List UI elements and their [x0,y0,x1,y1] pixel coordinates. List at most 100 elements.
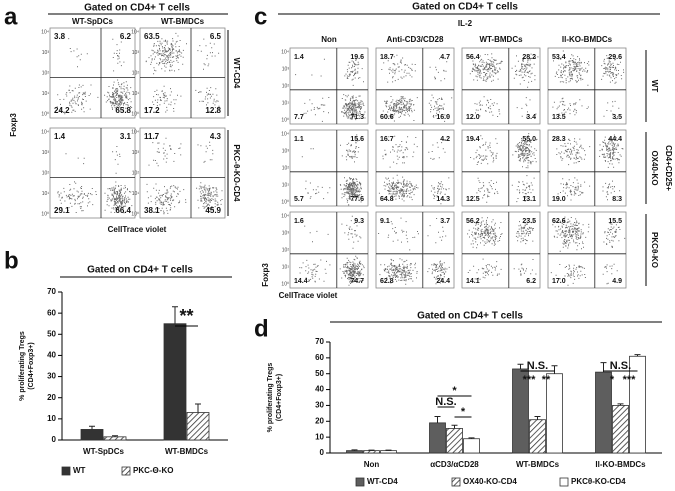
event-dots [57,146,133,214]
plot-frame [461,211,541,289]
quadrant-percent: 3.8 [54,32,66,41]
y-axis-label: (CD4+Foxp3+) [28,342,35,389]
plot-frame [289,211,369,289]
axis-tick-label: 10² [282,165,290,171]
x-axis-label: CellTrace violet [279,291,338,300]
quadrant-percent: 3.4 [526,114,536,121]
y-axis-label: Foxp3 [261,263,270,287]
row-label: OX40-KO [650,150,659,185]
axis-tick-label: 10³ [42,150,50,156]
y-tick-label: 30 [47,372,56,381]
axis-tick-label: 10¹ [42,191,50,197]
quadrant-percent: 15.5 [608,218,622,225]
column-label: WT-SpDCs [72,17,113,26]
bar [186,412,210,441]
quadrant-percent: 19.4 [466,136,480,143]
x-axis-label: CellTrace violet [108,225,167,234]
y-tick-label: 0 [52,435,57,444]
quadrant-percent: 6.2 [526,278,536,285]
quadrant-percent: 1.1 [294,136,304,143]
axis-tick-label: 10¹ [42,91,50,97]
legend-swatch [121,466,131,476]
quadrant-percent: 13.5 [552,114,566,121]
quadrant-percent: 14.4 [294,278,308,285]
quadrant-percent: 4.7 [440,54,450,61]
plot-frame [547,47,627,125]
axis-tick-label: 10⁴ [281,49,289,55]
quadrant-percent: 56.2 [466,218,480,225]
x-tick-label: Non [364,460,380,469]
bar [446,428,463,454]
event-dots [56,38,133,115]
quadrant-percent: 17.2 [144,106,160,115]
quadrant-percent: 4.3 [210,132,222,141]
panel-letter: a [4,3,18,30]
quadrant-percent: 28.3 [552,136,566,143]
quadrant-percent: 12.5 [466,196,480,203]
panel-subtitle: IL-2 [458,19,473,28]
x-tick-label: WT-BMDCs [516,460,560,469]
axis-tick-label: 10³ [132,150,140,156]
event-dots [378,135,450,205]
panel-title: Gated on CD4+ T cells [84,3,190,14]
quadrant-percent: 11.7 [144,132,160,141]
error-bar [451,424,458,429]
quadrant-percent: 12.0 [466,114,480,121]
x-tick-label: WT-SpDCs [83,447,124,456]
column-label: Non [321,35,337,44]
y-tick-label: 10 [47,414,56,423]
error-bar [551,365,558,374]
legend-label: WT [73,466,86,475]
quadrant-percent: 62.6 [552,218,566,225]
y-tick-label: 70 [47,287,56,296]
axis-tick-label: 10⁰ [281,281,289,287]
axis-tick-label: 10¹ [132,91,140,97]
significance-label: N.S. [610,360,631,372]
y-tick-label: 50 [315,369,324,378]
quadrant-percent: 29.1 [54,206,70,215]
plot-frame [461,47,541,125]
quadrant-percent: 3.1 [120,132,132,141]
bar [346,450,363,454]
error-bar [468,437,475,439]
event-dots [470,133,538,203]
axis-tick-label: 10¹ [132,191,140,197]
quadrant-percent: 8.3 [612,196,622,203]
significance-label: *** [623,374,637,386]
quadrant-percent: 55.0 [522,136,536,143]
axis-tick-label: 10⁴ [41,129,49,135]
quadrant-percent: 66.4 [115,206,131,215]
significance-label: * [610,374,615,386]
y-tick-label: 0 [320,448,325,457]
quadrant-percent: 44.4 [608,136,622,143]
error-bar [195,403,201,413]
plot-frame [139,27,226,119]
quadrant-percent: 74.7 [350,278,364,285]
plot-frame [375,47,455,125]
y-axis-label: (CD4+Foxp3+) [276,374,283,421]
axis-tick-label: 10⁰ [131,211,139,217]
quadrant-percent: 16.7 [380,136,394,143]
significance-label: * [452,385,457,397]
legend-label: OX40-KO-CD4 [463,477,517,486]
event-dots [301,134,362,206]
axis-tick-label: 10⁴ [281,131,289,137]
error-bar [172,306,178,324]
significance-label: N.S. [527,360,548,372]
row-label: WT-CD4 [232,58,241,89]
event-dots [378,217,450,285]
quadrant-percent: 14.3 [436,196,450,203]
plot-frame [49,27,136,119]
row-label: PKCθ-KO [650,232,659,268]
quadrant-percent: 6.5 [210,32,222,41]
quadrant-percent: 7.7 [294,114,304,121]
column-label: WT-BMDCs [161,17,205,26]
quadrant-percent: 29.6 [608,54,622,61]
quadrant-percent: 18.7 [380,54,394,61]
plot-frame [461,129,541,207]
axis-tick-label: 10⁴ [131,129,139,135]
legend-label: PKC-Θ-KO [133,466,173,475]
axis-tick-label: 10⁰ [281,117,289,123]
axis-tick-label: 10³ [282,66,290,72]
quadrant-percent: 28.2 [522,54,536,61]
